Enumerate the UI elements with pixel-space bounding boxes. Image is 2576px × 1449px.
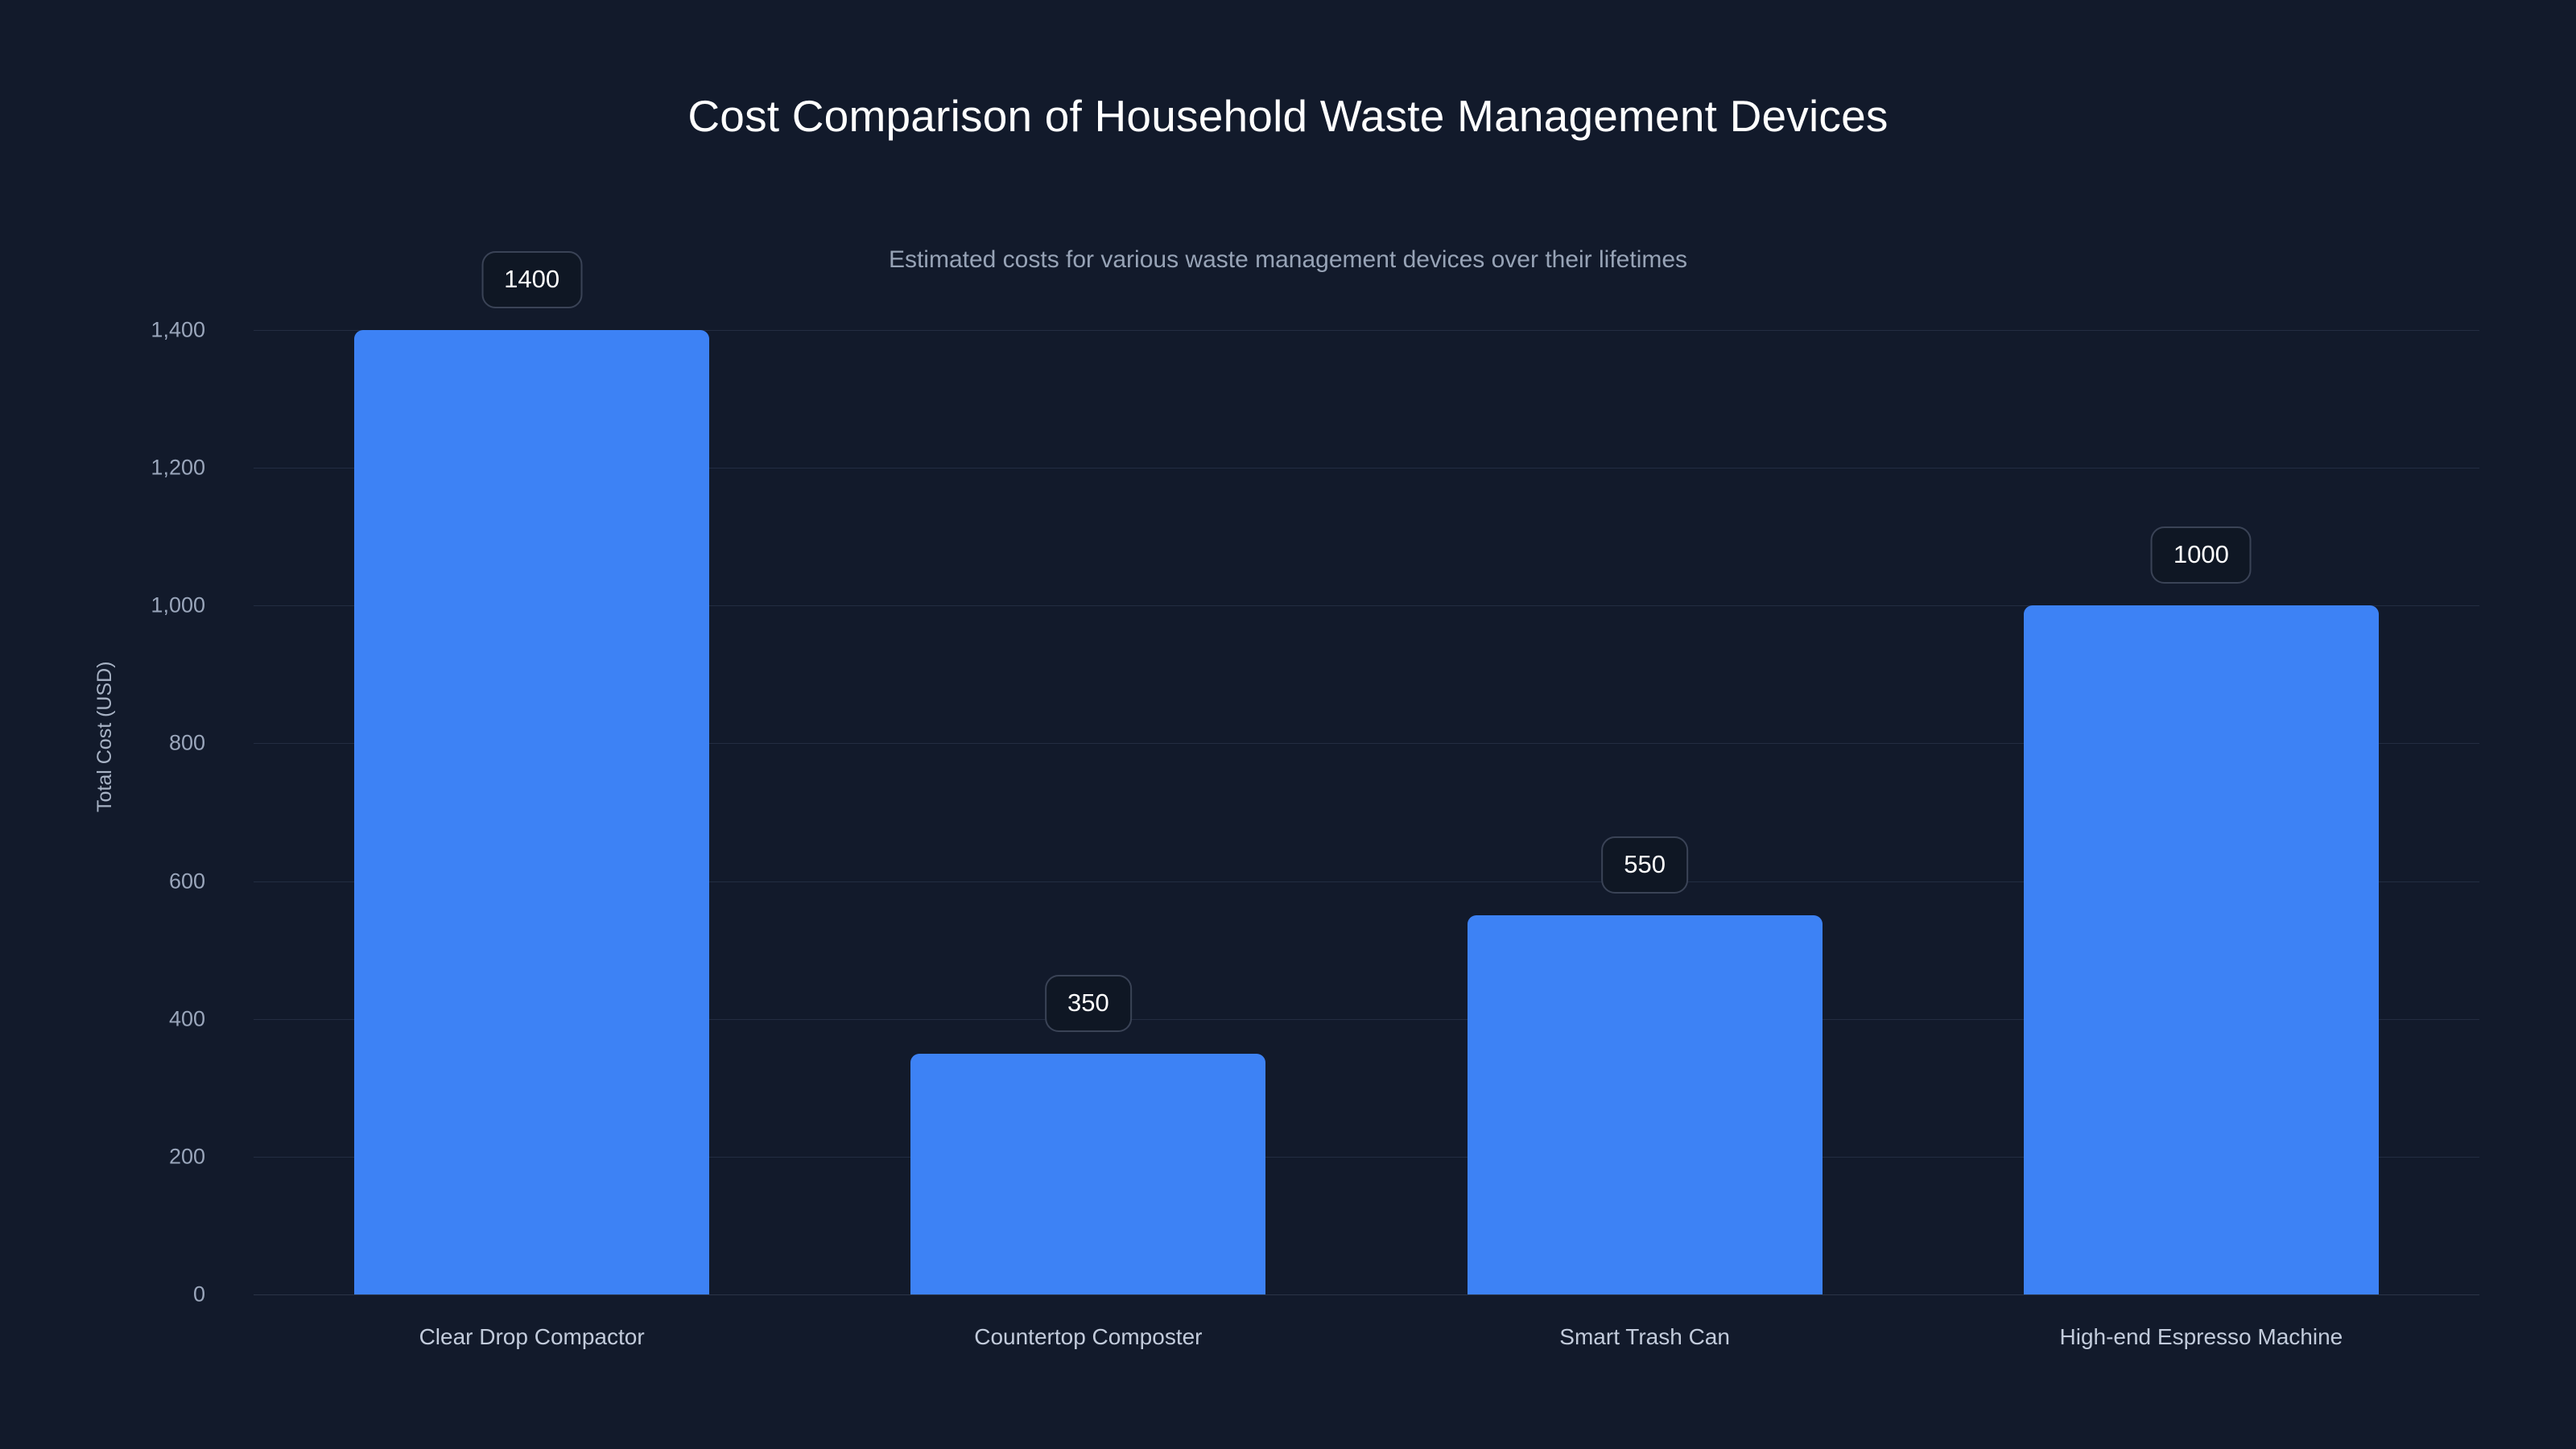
y-axis-tick-label: 1,000 xyxy=(151,592,205,617)
gridline xyxy=(254,743,2479,745)
bar-value-label: 1000 xyxy=(2150,526,2252,584)
y-axis-tick-label: 0 xyxy=(192,1282,205,1307)
bar-value-label: 550 xyxy=(1601,836,1688,894)
gridline xyxy=(254,1294,2479,1295)
bar[interactable] xyxy=(2023,605,2379,1294)
chart-subtitle: Estimated costs for various waste manage… xyxy=(888,246,1688,273)
gridline xyxy=(254,1156,2479,1158)
bar[interactable] xyxy=(910,1053,1266,1294)
gridline xyxy=(254,1018,2479,1020)
y-axis-tick-label: 200 xyxy=(168,1144,205,1169)
x-axis-tick-label: High-end Espresso Machine xyxy=(2059,1324,2343,1349)
page-title: Cost Comparison of Household Waste Manag… xyxy=(687,91,1889,141)
y-axis-tick-label: 1,400 xyxy=(151,317,205,342)
bar-value-label: 350 xyxy=(1045,974,1132,1032)
x-axis-tick-label: Clear Drop Compactor xyxy=(419,1324,645,1349)
plot-area xyxy=(254,330,2479,1295)
gridline xyxy=(254,881,2479,882)
bar[interactable] xyxy=(1467,915,1823,1294)
x-axis-tick-label: Countertop Composter xyxy=(974,1324,1203,1349)
gridline xyxy=(254,605,2479,607)
bar-value-label: 1400 xyxy=(481,251,583,308)
y-axis-tick-label: 1,200 xyxy=(151,455,205,480)
bar[interactable] xyxy=(354,330,710,1294)
gridline xyxy=(254,468,2479,469)
x-axis-tick-label: Smart Trash Can xyxy=(1559,1324,1730,1349)
y-axis-tick-label: 800 xyxy=(168,730,205,755)
y-axis-tick-label: 600 xyxy=(168,869,205,894)
y-axis-tick-label: 400 xyxy=(168,1006,205,1031)
gridline xyxy=(254,330,2479,331)
